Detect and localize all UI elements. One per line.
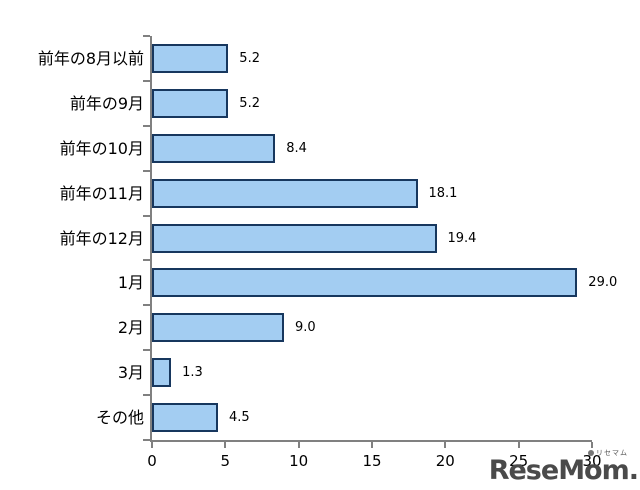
- x-axis-tick: [444, 442, 447, 448]
- y-axis-tick: [143, 124, 150, 127]
- bar-2: [152, 88, 229, 118]
- bar-6: [152, 268, 578, 298]
- y-axis-tick: [143, 304, 150, 307]
- resemom-watermark: リセマム ReseMom.: [488, 450, 639, 486]
- watermark-katakana-label: リセマム: [489, 450, 638, 457]
- x-axis-tick: [591, 442, 593, 448]
- x-axis-tick-label: 5: [220, 452, 231, 470]
- value-label: 5.2: [239, 95, 260, 111]
- value-label: 1.3: [182, 365, 203, 381]
- x-axis-tick-label: 10: [289, 452, 309, 470]
- value-label: 29.0: [588, 275, 618, 291]
- x-axis-tick-label: 20: [435, 452, 455, 470]
- y-axis-tick: [143, 169, 150, 172]
- y-axis-tick: [143, 79, 150, 82]
- category-label: 前年の11月: [59, 183, 144, 203]
- category-label: 1月: [117, 273, 144, 293]
- value-label: 8.4: [286, 140, 307, 156]
- bar-7: [152, 313, 284, 343]
- bar-8: [152, 358, 172, 388]
- value-label: 4.5: [229, 410, 250, 426]
- y-axis-tick: [143, 349, 150, 352]
- x-axis-tick: [371, 442, 373, 448]
- x-axis-tick-label: 0: [147, 452, 157, 470]
- value-label: 9.0: [295, 320, 316, 336]
- bar-1: [152, 43, 229, 73]
- x-axis-tick: [151, 442, 153, 448]
- category-label: その他: [95, 408, 144, 428]
- value-label: 5.2: [239, 50, 260, 66]
- category-label: 3月: [117, 363, 144, 383]
- category-label: 前年の8月以前: [37, 48, 144, 68]
- y-axis-tick: [143, 439, 150, 441]
- x-axis-tick: [224, 442, 227, 448]
- x-axis-tick: [297, 442, 300, 448]
- x-axis-tick: [517, 442, 520, 448]
- bar-5: [152, 223, 437, 253]
- category-label: 2月: [117, 318, 144, 338]
- y-axis-tick: [143, 214, 150, 217]
- bar-9: [152, 403, 218, 433]
- plot-area: [150, 36, 592, 442]
- value-label: 18.1: [428, 185, 458, 201]
- bar-4: [152, 178, 418, 208]
- bar-3: [152, 133, 276, 163]
- watermark-logo-text: ReseMom.: [488, 455, 639, 486]
- y-axis-tick: [143, 394, 150, 397]
- category-label: 前年の12月: [59, 228, 144, 248]
- category-label: 前年の9月: [69, 93, 144, 113]
- category-label: 前年の10月: [59, 138, 144, 158]
- y-axis-tick: [143, 259, 150, 262]
- x-axis-tick-label: 15: [362, 452, 382, 470]
- y-axis-tick: [143, 35, 150, 37]
- value-label: 19.4: [447, 230, 477, 246]
